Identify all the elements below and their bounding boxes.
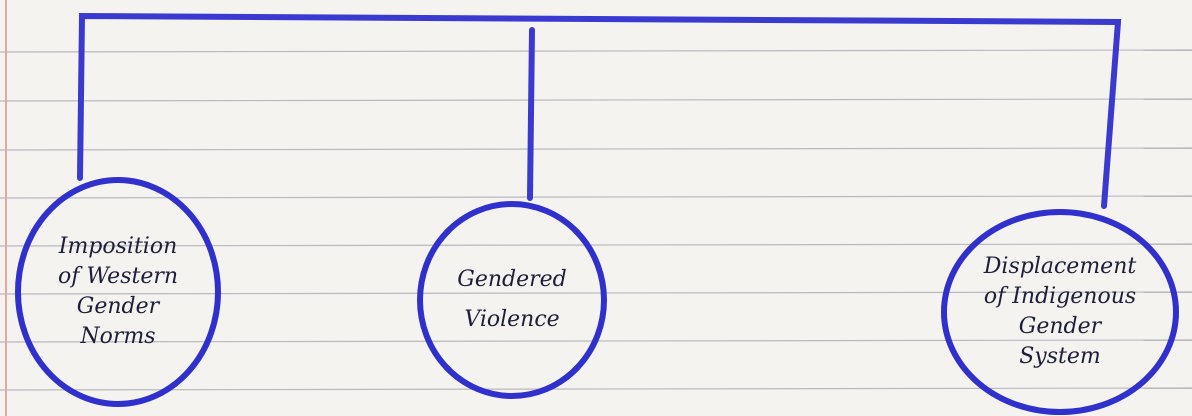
connectors xyxy=(80,16,1118,206)
node-label: Gender xyxy=(1019,314,1103,339)
node-label: of Indigenous xyxy=(984,284,1136,309)
ruled-line xyxy=(0,388,1192,390)
node-label: Displacement xyxy=(983,254,1137,279)
connector xyxy=(530,30,532,198)
ruled-line xyxy=(0,244,1192,246)
node-label: Imposition xyxy=(58,234,178,259)
node-label: System xyxy=(1019,344,1101,369)
page: Imposition of Western Gender Norms Gendered V… xyxy=(0,0,1192,416)
node-label: Gender xyxy=(77,294,161,319)
connector xyxy=(80,16,1118,206)
ruled-line xyxy=(0,99,1192,101)
node-circle xyxy=(420,204,604,396)
ruled-line xyxy=(0,148,1192,150)
node-label: Norms xyxy=(79,324,155,349)
paper-lines xyxy=(0,0,1192,416)
ruled-line xyxy=(0,50,1192,52)
node-label: of Western xyxy=(58,264,178,289)
ruled-line xyxy=(0,196,1192,198)
node-label: Violence xyxy=(464,307,559,332)
diagram: Imposition of Western Gender Norms Gendered V… xyxy=(0,0,1192,416)
node-label: Gendered xyxy=(457,267,566,292)
node-circle xyxy=(944,212,1176,412)
node-circle xyxy=(18,180,218,404)
